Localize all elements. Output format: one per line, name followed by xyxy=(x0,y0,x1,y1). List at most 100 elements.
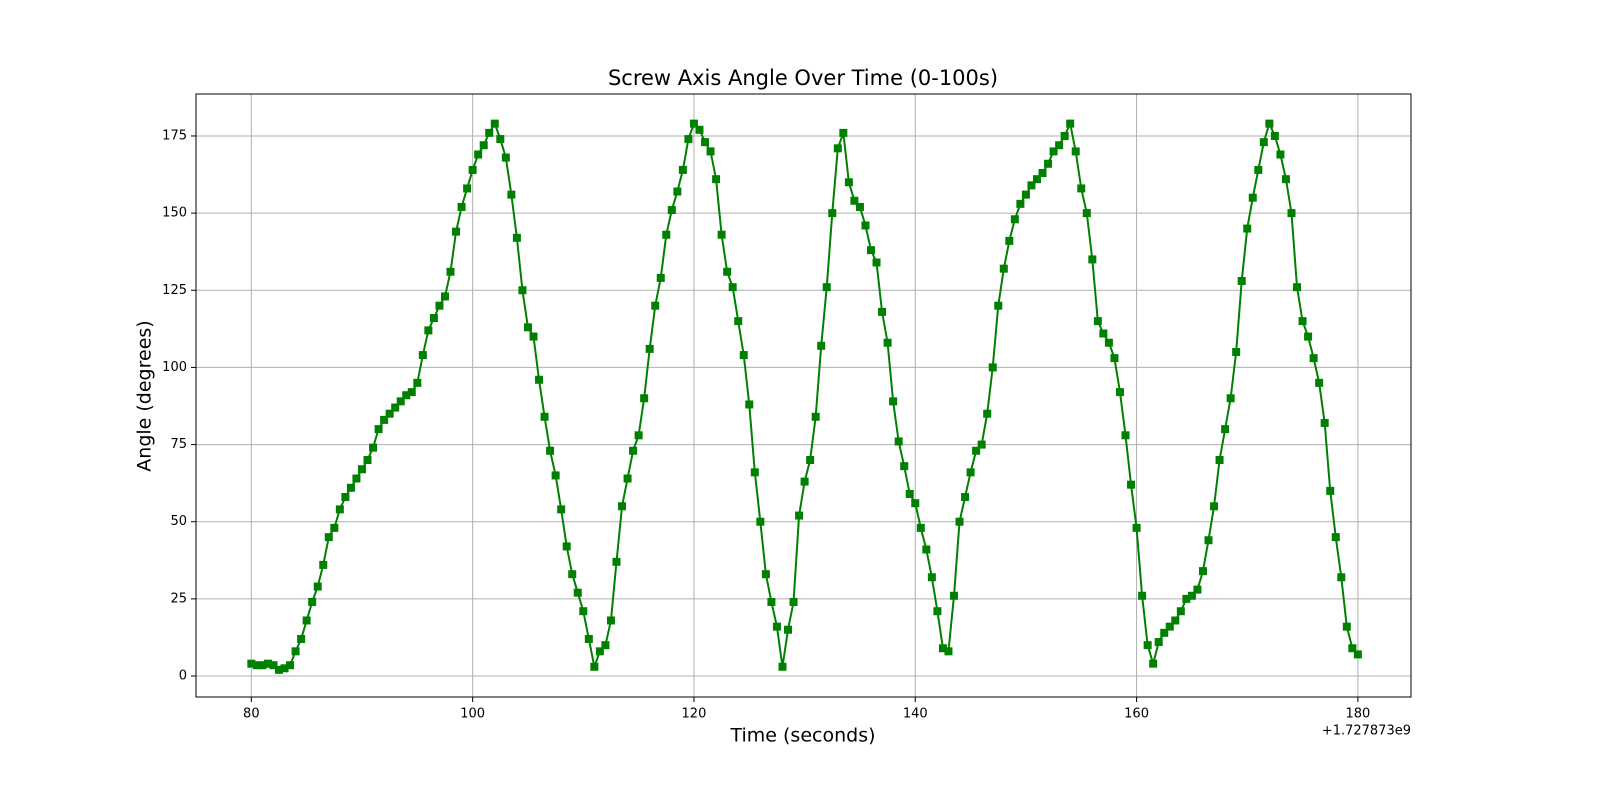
data-marker xyxy=(357,465,366,474)
data-marker xyxy=(1154,638,1163,647)
data-marker xyxy=(883,338,892,347)
data-marker xyxy=(662,230,671,239)
data-marker xyxy=(341,493,350,502)
data-marker xyxy=(440,292,449,301)
x-tick-label: 180 xyxy=(1345,707,1370,722)
data-marker xyxy=(1281,175,1290,184)
data-marker xyxy=(418,351,427,360)
data-marker xyxy=(994,301,1003,310)
data-marker xyxy=(1193,585,1202,594)
y-axis-label: Angle (degrees) xyxy=(134,320,156,471)
data-marker xyxy=(297,634,306,643)
data-marker xyxy=(1276,150,1285,159)
y-tick-label: 175 xyxy=(162,128,187,143)
data-marker xyxy=(1171,616,1180,625)
data-marker xyxy=(800,477,809,486)
data-marker xyxy=(1027,181,1036,190)
data-marker xyxy=(839,128,848,137)
data-marker xyxy=(1309,354,1318,363)
data-marker xyxy=(1248,193,1257,202)
data-marker xyxy=(457,202,466,211)
data-marker xyxy=(463,184,472,193)
data-marker xyxy=(833,144,842,153)
data-marker xyxy=(695,125,704,134)
data-marker xyxy=(844,178,853,187)
data-marker xyxy=(1044,159,1053,168)
data-marker xyxy=(645,344,654,353)
data-marker xyxy=(1348,644,1357,653)
data-marker xyxy=(1320,418,1329,427)
data-marker xyxy=(972,446,981,455)
data-marker xyxy=(1326,486,1335,495)
data-marker xyxy=(1099,329,1108,338)
data-marker xyxy=(1071,147,1080,156)
x-tick-label: 160 xyxy=(1124,707,1149,722)
data-marker xyxy=(750,468,759,477)
x-tick-label: 100 xyxy=(460,707,485,722)
data-marker xyxy=(1005,236,1014,245)
data-marker xyxy=(496,135,505,144)
data-marker xyxy=(1066,119,1075,128)
data-marker xyxy=(1342,622,1351,631)
x-offset-label: +1.727873e9 xyxy=(1322,724,1411,739)
data-marker xyxy=(280,664,289,673)
data-marker xyxy=(1265,119,1274,128)
data-marker xyxy=(745,400,754,409)
data-marker xyxy=(413,378,422,387)
data-marker xyxy=(1287,209,1296,218)
data-marker xyxy=(1093,317,1102,326)
data-marker xyxy=(468,165,477,174)
chart-title: Screw Axis Angle Over Time (0-100s) xyxy=(608,66,998,90)
x-axis-label: Time (seconds) xyxy=(729,725,875,747)
data-marker xyxy=(1226,394,1235,403)
data-marker xyxy=(855,202,864,211)
data-marker xyxy=(756,517,765,526)
data-marker xyxy=(684,135,693,144)
data-marker xyxy=(1055,141,1064,150)
data-marker xyxy=(286,661,295,670)
data-marker xyxy=(872,258,881,267)
data-marker xyxy=(1010,215,1019,224)
data-marker xyxy=(938,644,947,653)
data-marker xyxy=(601,641,610,650)
data-marker xyxy=(822,283,831,292)
data-marker xyxy=(905,489,914,498)
data-marker xyxy=(385,409,394,418)
data-marker xyxy=(916,523,925,532)
y-tick-label: 150 xyxy=(162,206,187,221)
data-marker xyxy=(1049,147,1058,156)
data-marker xyxy=(291,647,300,656)
data-marker xyxy=(1127,480,1136,489)
data-marker xyxy=(878,307,887,316)
data-marker xyxy=(706,147,715,156)
data-marker xyxy=(1243,224,1252,233)
data-marker xyxy=(523,323,532,332)
data-marker xyxy=(485,128,494,137)
y-tick-label: 75 xyxy=(170,437,187,452)
data-marker xyxy=(335,505,344,514)
data-marker xyxy=(678,165,687,174)
data-marker xyxy=(789,597,798,606)
data-marker xyxy=(263,659,272,668)
data-marker xyxy=(828,209,837,218)
data-marker xyxy=(640,394,649,403)
data-marker xyxy=(1210,502,1219,511)
data-marker xyxy=(618,502,627,511)
data-marker xyxy=(557,505,566,514)
data-marker xyxy=(944,647,953,656)
data-marker xyxy=(1176,607,1185,616)
data-marker xyxy=(562,542,571,551)
data-marker xyxy=(1182,594,1191,603)
data-marker xyxy=(900,462,909,471)
data-marker xyxy=(512,233,521,242)
data-marker xyxy=(546,446,555,455)
data-marker xyxy=(330,523,339,532)
data-marker xyxy=(429,314,438,323)
data-marker xyxy=(1293,283,1302,292)
data-marker xyxy=(579,607,588,616)
data-marker xyxy=(811,412,820,421)
data-marker xyxy=(396,397,405,406)
data-marker xyxy=(1353,650,1362,659)
data-marker xyxy=(1021,190,1030,199)
